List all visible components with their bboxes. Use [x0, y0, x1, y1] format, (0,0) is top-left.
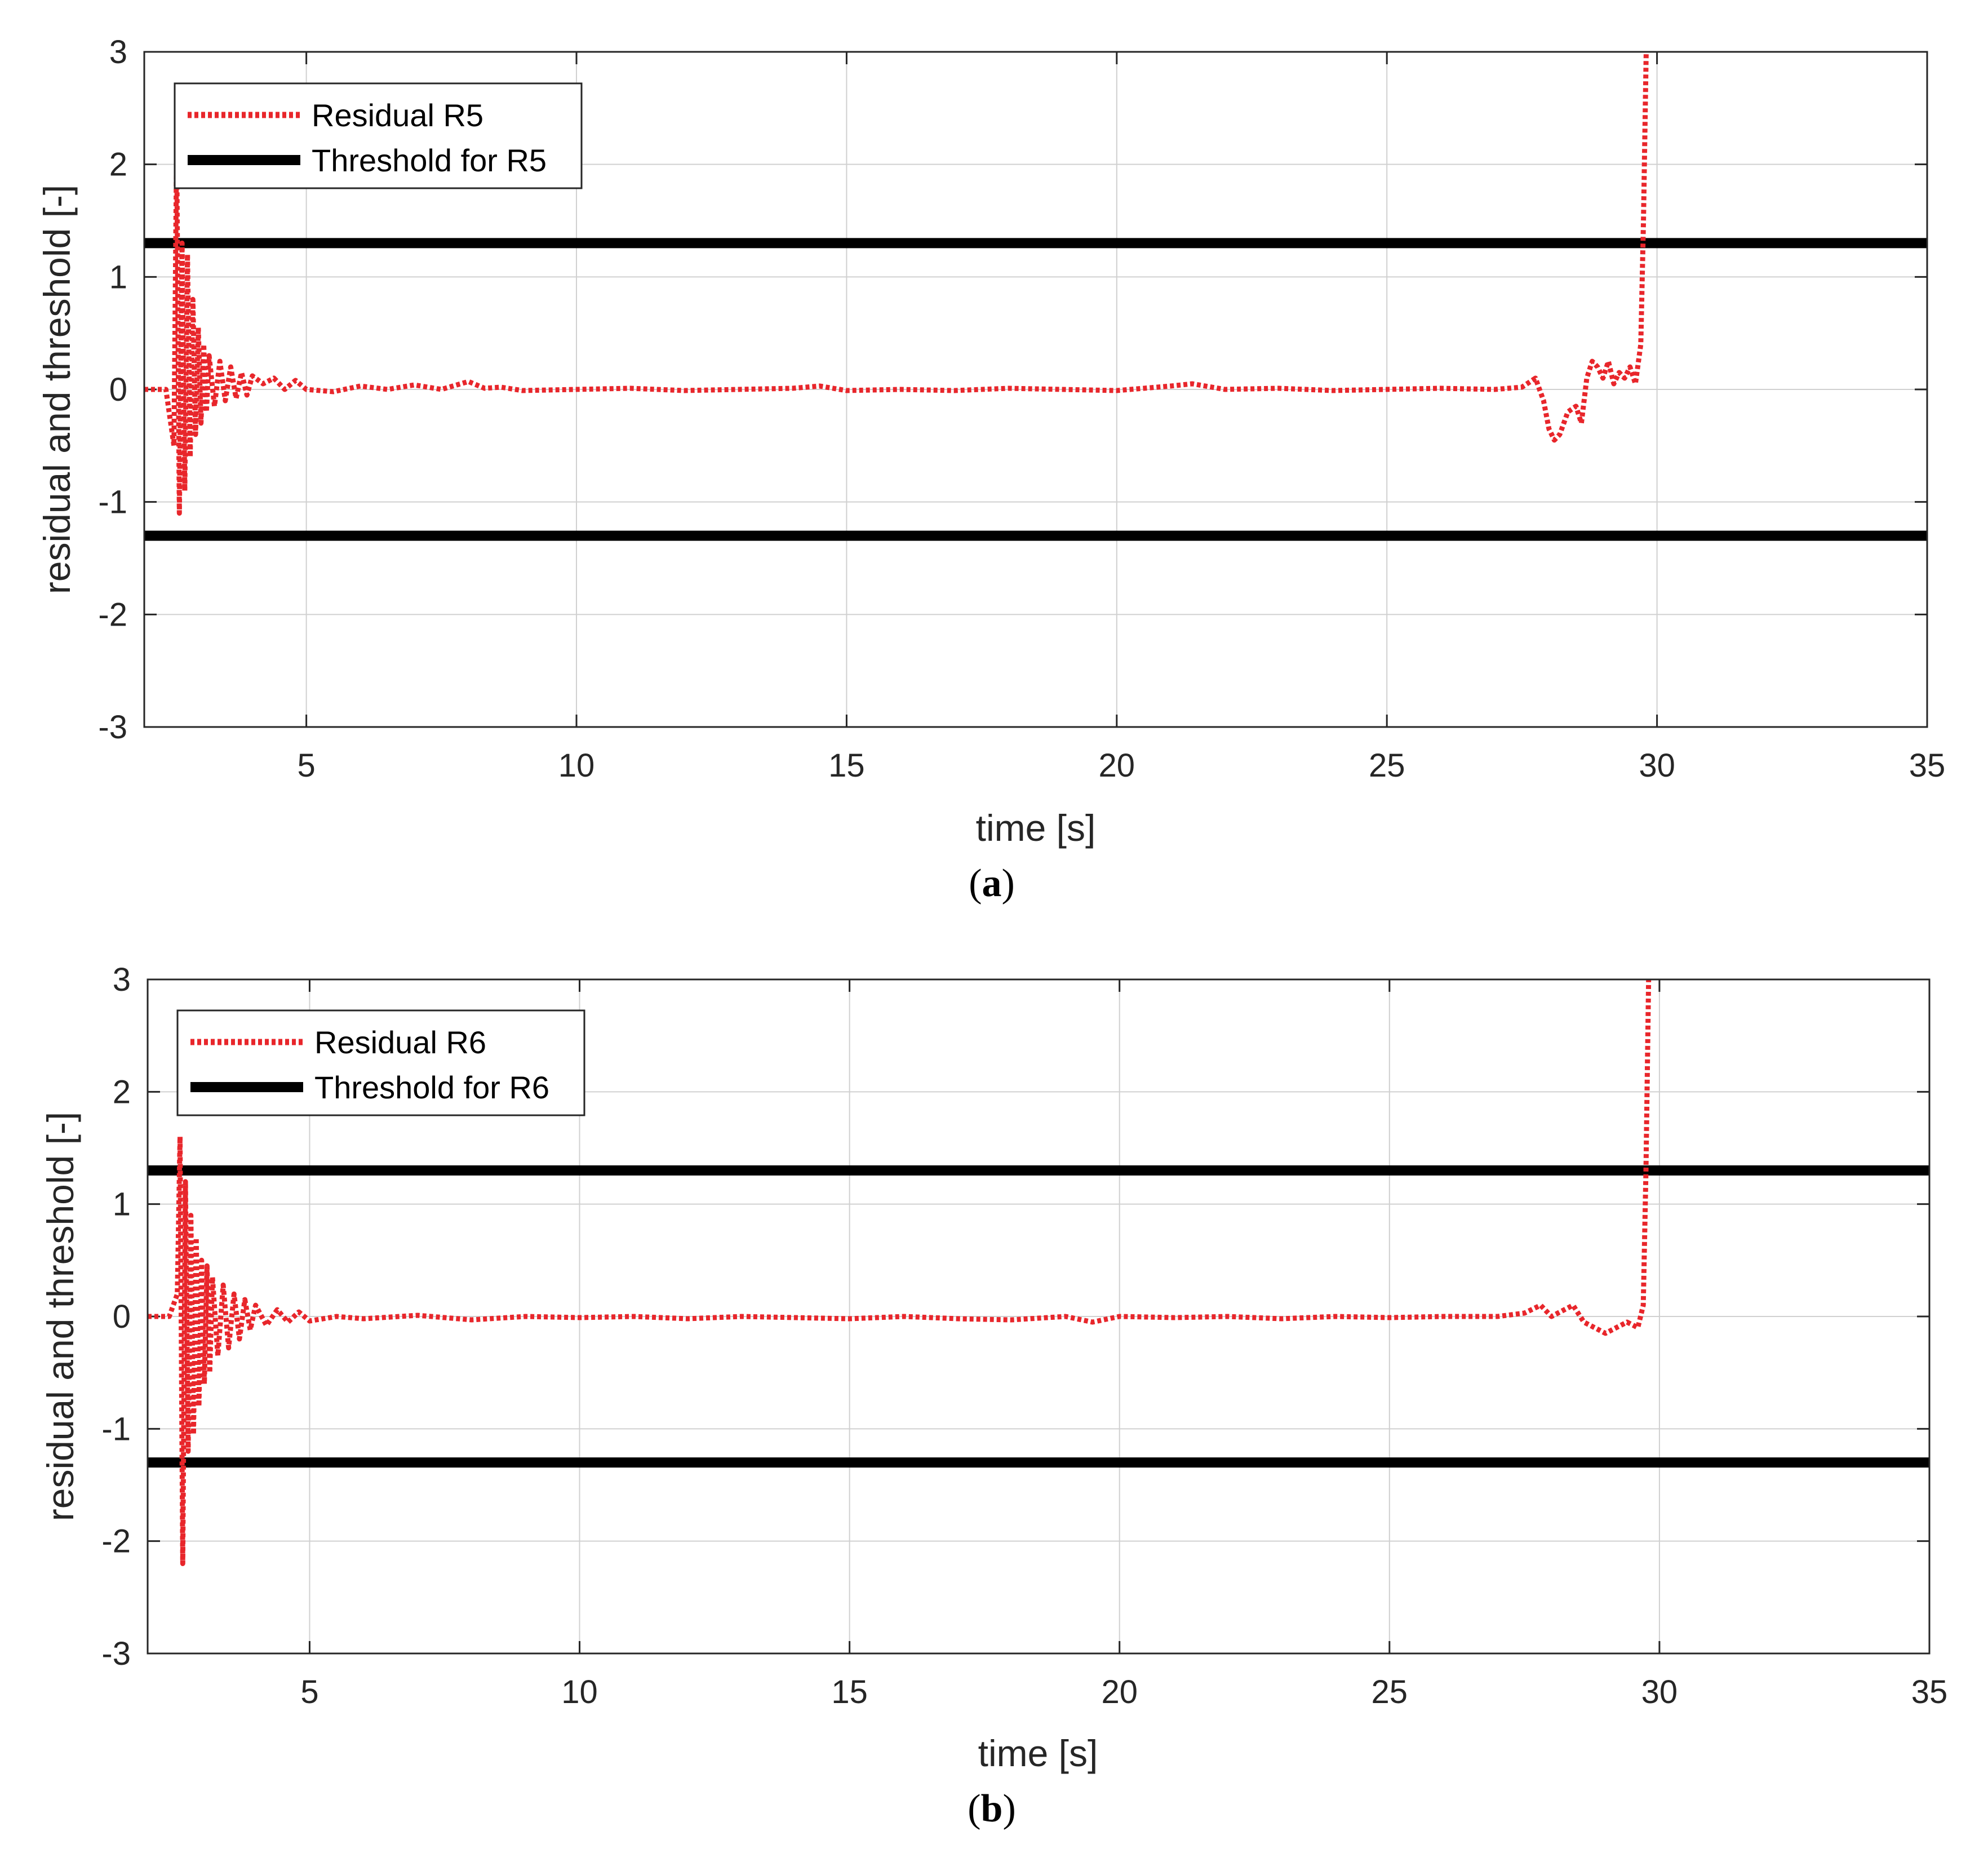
threshold-lines: [148, 1165, 1929, 1468]
chart-panel-a: 5 10 15 20 25 30 35 -3 -2 -1 0 1 2 3 time [s] residu…: [36, 34, 1945, 905]
x-tick-label: 20: [1101, 1674, 1138, 1710]
x-tick-label: 5: [298, 747, 316, 784]
y-tick-label: 0: [113, 1298, 131, 1335]
y-tick-label: 0: [109, 371, 127, 408]
threshold-lines: [144, 238, 1927, 541]
x-tick-label: 25: [1372, 1674, 1408, 1710]
x-axis-label: time [s]: [976, 807, 1096, 849]
residual-series-path: [144, 52, 1649, 516]
x-tick-label: 30: [1639, 747, 1675, 784]
legend: Residual R5 Threshold for R5: [174, 82, 583, 189]
x-axis-label: time [s]: [978, 1732, 1098, 1774]
x-tick-label: 15: [828, 747, 865, 784]
panel-caption-a: (a): [969, 862, 1015, 905]
axes-frame: [147, 978, 1931, 1655]
legend-entry-residual: Residual R5: [312, 97, 483, 133]
y-axis-label: residual and threshold [-]: [36, 185, 78, 594]
legend-box: [174, 82, 583, 189]
y-tick-label: -2: [98, 596, 127, 633]
x-tick-label: 10: [561, 1674, 598, 1710]
y-tick-label: -3: [98, 709, 127, 746]
x-tick-label: 15: [831, 1674, 868, 1710]
residual-series-path: [148, 979, 1652, 1566]
y-tick-label: -1: [101, 1411, 131, 1447]
x-tick-labels: 5 10 15 20 25 30 35: [298, 747, 1946, 784]
x-tick-label: 35: [1911, 1674, 1948, 1710]
y-tick-label: 2: [109, 147, 127, 183]
y-axis-label: residual and threshold [-]: [39, 1112, 81, 1521]
x-tick-label: 20: [1099, 747, 1135, 784]
legend-entry-residual: Residual R6: [314, 1025, 486, 1060]
x-tick-label: 10: [558, 747, 595, 784]
x-tick-label: 30: [1641, 1674, 1678, 1710]
legend-entry-threshold: Threshold for R6: [314, 1070, 549, 1105]
panel-caption-b: (b): [968, 1787, 1016, 1830]
x-tick-label: 35: [1909, 747, 1946, 784]
y-tick-label: 3: [113, 961, 131, 998]
y-tick-labels: -3 -2 -1 0 1 2 3: [98, 34, 127, 746]
legend-box: [176, 1009, 585, 1116]
residual-line: [144, 52, 1649, 516]
y-tick-label: 1: [109, 259, 127, 295]
y-tick-label: -3: [101, 1635, 131, 1672]
legend: Residual R6 Threshold for R6: [176, 1009, 585, 1116]
residual-line: [148, 979, 1652, 1566]
axes-frame: [143, 51, 1928, 728]
y-tick-label: 1: [113, 1186, 131, 1223]
x-tick-labels: 5 10 15 20 25 30 35: [300, 1674, 1947, 1710]
y-tick-label: -1: [98, 484, 127, 521]
chart-panel-b: 5 10 15 20 25 30 35 -3 -2 -1 0 1 2 3 time [s] residu…: [39, 961, 1947, 1830]
legend-entry-threshold: Threshold for R5: [312, 143, 547, 178]
x-tick-label: 25: [1369, 747, 1405, 784]
y-tick-label: 3: [109, 34, 127, 70]
x-tick-label: 5: [300, 1674, 318, 1710]
y-tick-label: 2: [113, 1074, 131, 1110]
y-tick-labels: -3 -2 -1 0 1 2 3: [101, 961, 131, 1672]
y-tick-label: -2: [101, 1523, 131, 1560]
